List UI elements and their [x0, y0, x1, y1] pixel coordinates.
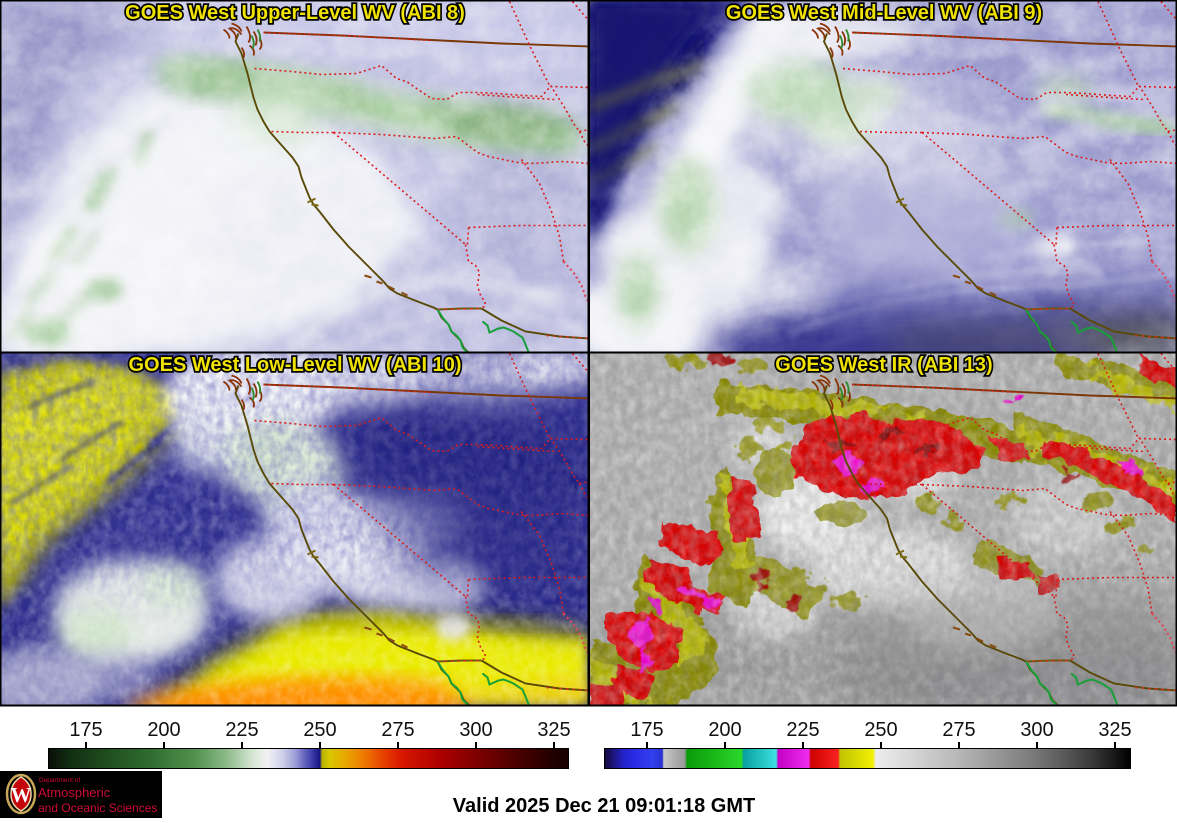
svg-text:GOES West Upper-Level WV (ABI: GOES West Upper-Level WV (ABI 8)	[125, 2, 465, 24]
svg-text:and Oceanic Sciences: and Oceanic Sciences	[38, 801, 157, 815]
svg-text:Atmospheric: Atmospheric	[38, 785, 111, 800]
svg-text:W: W	[11, 783, 32, 807]
svg-text:GOES West Low-Level WV (ABI 10: GOES West Low-Level WV (ABI 10)	[128, 354, 461, 376]
svg-text:GOES West Mid-Level WV (ABI 9): GOES West Mid-Level WV (ABI 9)	[726, 2, 1042, 24]
svg-text:Department of: Department of	[39, 777, 80, 784]
svg-text:GOES West IR (ABI 13): GOES West IR (ABI 13)	[775, 354, 992, 376]
